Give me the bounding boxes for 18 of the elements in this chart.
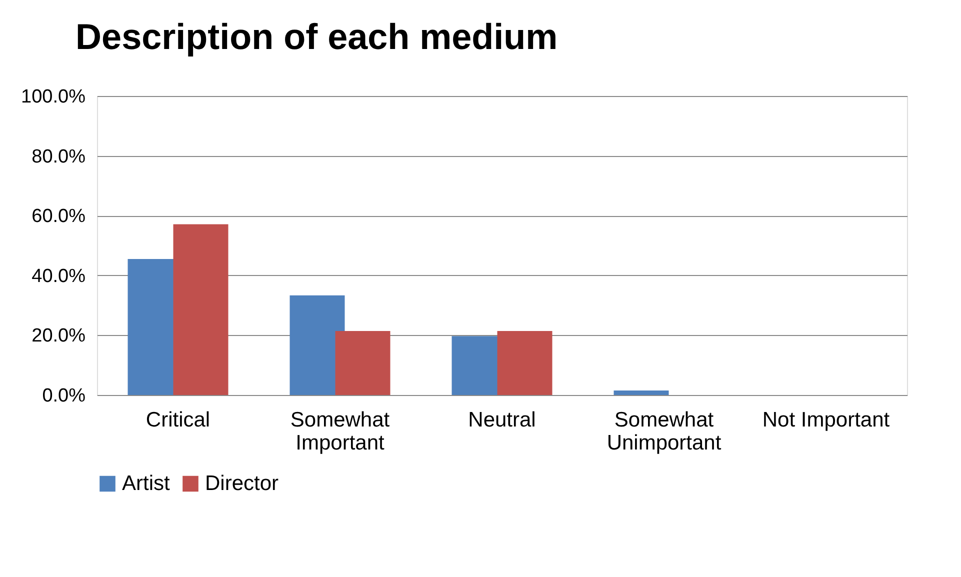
y-tick-label: 100.0%: [21, 86, 86, 108]
x-tick-label: Neutral: [468, 408, 536, 432]
bar: [173, 224, 228, 395]
bar: [497, 331, 552, 395]
legend-label: Artist: [122, 472, 170, 495]
legend-label: Director: [205, 472, 279, 495]
x-tick-label: Somewhat Unimportant: [606, 408, 722, 454]
bar: [335, 331, 390, 395]
y-tick-label: 60.0%: [32, 206, 86, 228]
x-tick-label: Critical: [146, 408, 210, 432]
y-tick-label: 40.0%: [32, 266, 86, 287]
bar: [614, 390, 669, 395]
x-tick-label: Not Important: [762, 408, 890, 432]
chart-title: Description of each medium: [76, 16, 558, 57]
y-tick-label: 80.0%: [32, 146, 86, 168]
x-tick-label: Somewhat Important: [290, 408, 390, 454]
y-tick-label: 20.0%: [32, 326, 86, 347]
y-tick-label: 0.0%: [42, 386, 86, 406]
